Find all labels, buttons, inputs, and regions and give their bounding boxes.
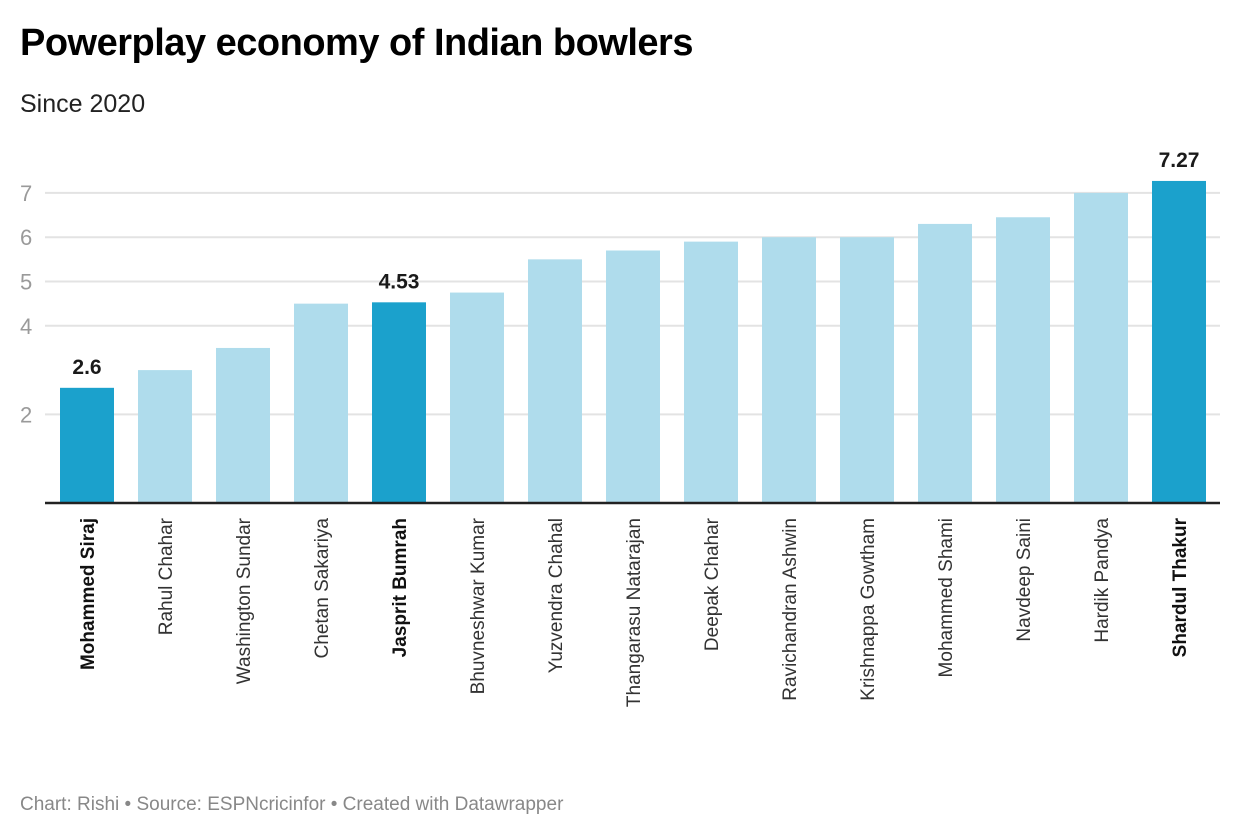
bar	[372, 302, 426, 503]
bar	[762, 237, 816, 503]
y-tick-label: 7	[20, 181, 32, 206]
x-category-label: Navdeep Saini	[1014, 518, 1035, 642]
bar	[684, 241, 738, 503]
bar	[294, 303, 348, 503]
x-category-label: Shardul Thakur	[1170, 517, 1191, 657]
bar	[138, 370, 192, 503]
y-tick-label: 5	[20, 270, 32, 295]
bar	[996, 217, 1050, 503]
data-label: 7.27	[1159, 149, 1200, 172]
x-category-label: Deepak Chahar	[702, 517, 723, 651]
x-category-label: Mohammed Shami	[936, 518, 957, 677]
x-category-label: Washington Sundar	[234, 517, 255, 684]
x-category-label: Chetan Sakariya	[312, 518, 333, 659]
bar	[840, 237, 894, 503]
bar-chart: 2 4 5 6 7 2.6 4.53 7.27 Mohammed Siraj Rahul Ch…	[20, 149, 1220, 707]
bar	[60, 387, 114, 503]
bar	[1152, 180, 1206, 503]
x-category-label: Hardik Pandya	[1092, 518, 1113, 643]
bar	[1074, 192, 1128, 503]
bar	[216, 347, 270, 503]
x-category-label: Bhuvneshwar Kumar	[468, 517, 489, 694]
y-tick-label: 2	[20, 402, 32, 427]
chart-title: Powerplay economy of Indian bowlers	[20, 22, 693, 64]
x-category-label: Thangarasu Natarajan	[624, 518, 645, 707]
data-label: 4.53	[379, 270, 420, 293]
chart-subtitle: Since 2020	[20, 90, 146, 118]
bar	[450, 292, 504, 503]
y-tick-label: 6	[20, 225, 32, 250]
bars	[60, 180, 1206, 503]
x-category-label: Ravichandran Ashwin	[780, 518, 801, 701]
y-axis-ticks: 2 4 5 6 7	[20, 181, 32, 428]
data-labels: 2.6 4.53 7.27	[72, 149, 1199, 379]
bar	[918, 223, 972, 503]
x-category-label: Mohammed Siraj	[78, 518, 99, 670]
x-category-label: Rahul Chahar	[156, 517, 177, 635]
x-category-label: Jasprit Bumrah	[390, 518, 411, 657]
y-tick-label: 4	[20, 314, 32, 339]
x-category-label: Krishnappa Gowtham	[858, 518, 879, 701]
bar	[606, 250, 660, 503]
x-axis-category-labels: Mohammed Siraj Rahul Chahar Washington Sun…	[78, 517, 1191, 707]
x-category-label: Yuzvendra Chahal	[546, 518, 567, 673]
bar	[528, 259, 582, 503]
data-label: 2.6	[72, 356, 101, 379]
chart-footer-credits: Chart: Rishi • Source: ESPNcricinfor • C…	[20, 794, 564, 815]
